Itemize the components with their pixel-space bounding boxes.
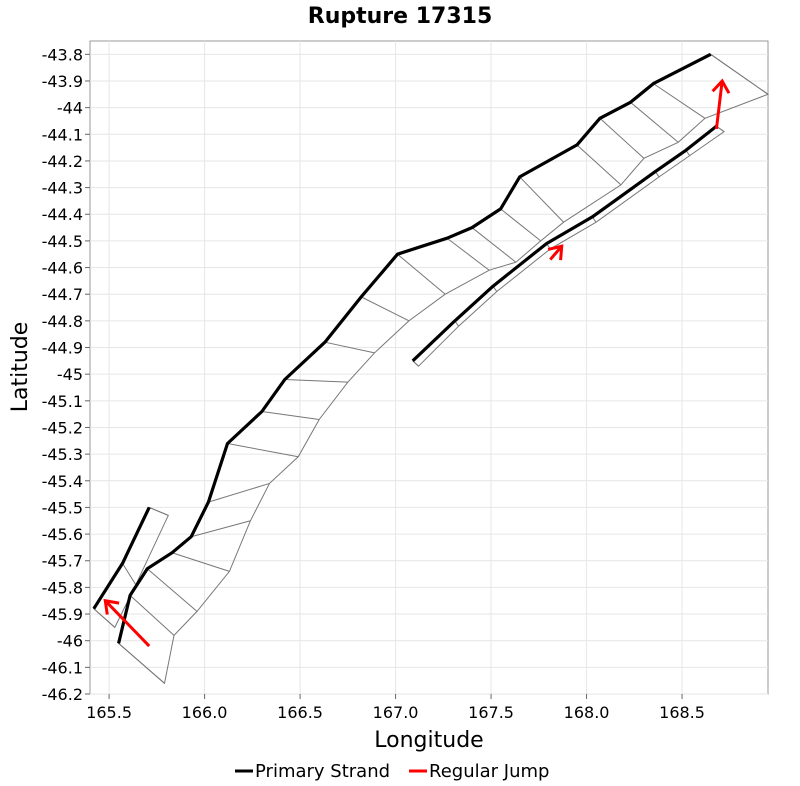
fault-surface-segment	[653, 83, 706, 119]
legend: Primary Strand Regular Jump	[235, 761, 549, 782]
y-tick-label: -44.5	[42, 232, 83, 251]
y-tick-label: -44.8	[42, 312, 83, 331]
y-tick-label: -44.4	[42, 205, 83, 224]
y-axis-label: Latitude	[8, 322, 33, 413]
fault-surface-segment	[93, 608, 116, 628]
y-tick-label: -45.2	[42, 418, 83, 437]
legend-label: Regular Jump	[429, 761, 549, 782]
fault-surface-segment	[118, 642, 165, 684]
fault-surface-segment	[576, 144, 622, 186]
y-tick-label: -45.8	[42, 578, 83, 597]
plot-frame	[89, 40, 769, 695]
primary-strands	[92, 52, 718, 644]
regular-jump-arrow	[714, 80, 724, 130]
fault-surface-segment	[471, 227, 517, 263]
x-axis-label: Longitude	[374, 728, 483, 753]
x-tick-label: 167.0	[373, 703, 419, 722]
fault-surface-segment	[122, 563, 137, 585]
regular-jumps	[103, 78, 731, 648]
y-tick-label: -44.1	[42, 125, 83, 144]
fault-surface-segment	[129, 595, 175, 636]
y-tick-label: -45.3	[42, 445, 83, 464]
fault-surface-segment	[324, 341, 375, 354]
x-tick-label: 166.5	[277, 703, 323, 722]
plot-area	[89, 40, 769, 695]
fault-surface-segment	[630, 101, 679, 143]
y-tick-label: -44.7	[42, 285, 83, 304]
y-tick-label: -45.1	[42, 392, 83, 411]
y-tick-label: -43.9	[42, 72, 83, 91]
y-tick-label: -45.9	[42, 605, 83, 624]
x-tick-label: 167.5	[468, 703, 514, 722]
y-tick-label: -46.2	[42, 685, 83, 704]
primary-strand-line	[411, 125, 718, 362]
x-axis-ticks: 165.5 166.0 166.5 167.0 167.5 168.0 168.5	[86, 694, 705, 722]
fault-surface-segment	[191, 520, 251, 538]
y-tick-label: -45.5	[42, 498, 83, 517]
y-tick-label: -43.8	[42, 45, 83, 64]
y-tick-label: -44	[57, 99, 83, 118]
y-tick-label: -44.2	[42, 152, 83, 171]
y-tick-label: -45	[57, 365, 83, 384]
fault-surface-segment	[397, 253, 446, 295]
regular-jump-arrow	[549, 245, 563, 261]
y-tick-label: -44.6	[42, 259, 83, 278]
y-tick-label: -46.1	[42, 658, 83, 677]
regular-jump-arrowhead	[547, 244, 564, 261]
y-tick-label: -45.4	[42, 472, 83, 491]
fault-surface-segment	[599, 117, 645, 159]
x-tick-label: 168.5	[659, 703, 705, 722]
x-tick-label: 165.5	[86, 703, 132, 722]
y-tick-label: -45.6	[42, 525, 83, 544]
y-axis-ticks: -43.8 -43.9 -44 -44.1 -44.2 -44.3 -44.4 -44.5 -4…	[42, 45, 90, 704]
x-tick-label: 166.0	[182, 703, 228, 722]
regular-jump-arrowhead	[711, 78, 731, 94]
fault-surface-segment	[208, 482, 270, 503]
fault-surface-segment	[500, 208, 542, 242]
primary-strand-line	[92, 506, 151, 610]
chart-title: Rupture 17315	[308, 4, 493, 29]
y-tick-label: -46	[57, 632, 83, 651]
fault-surface-segment	[261, 410, 320, 420]
fault-surface-segment	[227, 442, 299, 458]
fault-surface-segment	[171, 552, 230, 572]
primary-strand-line	[117, 52, 712, 644]
fault-surface-segment	[710, 53, 769, 95]
y-tick-label: -44.9	[42, 339, 83, 358]
fault-surface-segment	[284, 378, 348, 383]
x-tick-label: 168.0	[564, 703, 610, 722]
legend-label: Primary Strand	[255, 761, 390, 782]
fault-surface-segment	[360, 296, 410, 322]
regular-jump-arrow	[104, 599, 151, 648]
fault-surface-segment	[519, 176, 565, 223]
fault-surface-segment	[146, 568, 198, 612]
fault-surface-segment	[149, 506, 169, 516]
regular-jump-arrowhead	[103, 598, 120, 615]
y-tick-label: -45.7	[42, 552, 83, 571]
fault-surface-segment	[446, 237, 490, 271]
y-tick-label: -44.3	[42, 179, 83, 198]
grid-lines	[90, 41, 768, 695]
